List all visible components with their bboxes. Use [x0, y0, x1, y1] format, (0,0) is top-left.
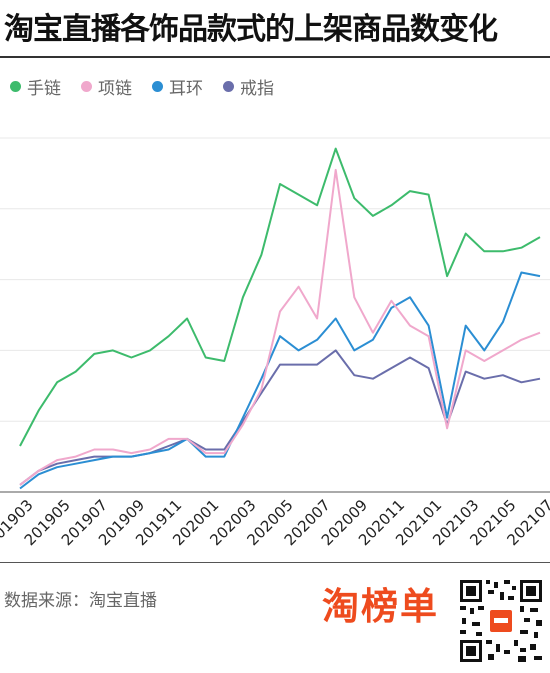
- legend: 手链 项链 耳环 戒指: [10, 74, 274, 99]
- line-chart: 2019032019052019072019092019112020012020…: [0, 137, 550, 549]
- qr-code-icon: [458, 578, 544, 664]
- legend-label-bracelet: 手链: [27, 79, 61, 99]
- chart-title: 淘宝直播各饰品款式的上架商品数变化: [4, 12, 498, 47]
- series-line-earring: [19, 271, 541, 490]
- series-line-necklace: [19, 168, 541, 486]
- data-source: 数据来源：淘宝直播: [4, 591, 157, 611]
- legend-label-earring: 耳环: [169, 79, 203, 99]
- legend-item-ring: 戒指: [223, 74, 274, 99]
- series-line-bracelet: [19, 147, 541, 447]
- legend-dot-bracelet: [10, 81, 21, 92]
- legend-dot-earring: [152, 81, 163, 92]
- legend-dot-necklace: [81, 81, 92, 92]
- series-line-ring: [19, 349, 541, 486]
- title-divider: [0, 56, 550, 58]
- legend-label-ring: 戒指: [240, 79, 274, 99]
- legend-label-necklace: 项链: [98, 79, 132, 99]
- brand-logo: 淘榜单: [322, 585, 439, 628]
- legend-dot-ring: [223, 81, 234, 92]
- legend-item-earring: 耳环: [152, 74, 203, 99]
- footer-divider: [0, 562, 550, 563]
- legend-item-bracelet: 手链: [10, 74, 61, 99]
- legend-item-necklace: 项链: [81, 74, 132, 99]
